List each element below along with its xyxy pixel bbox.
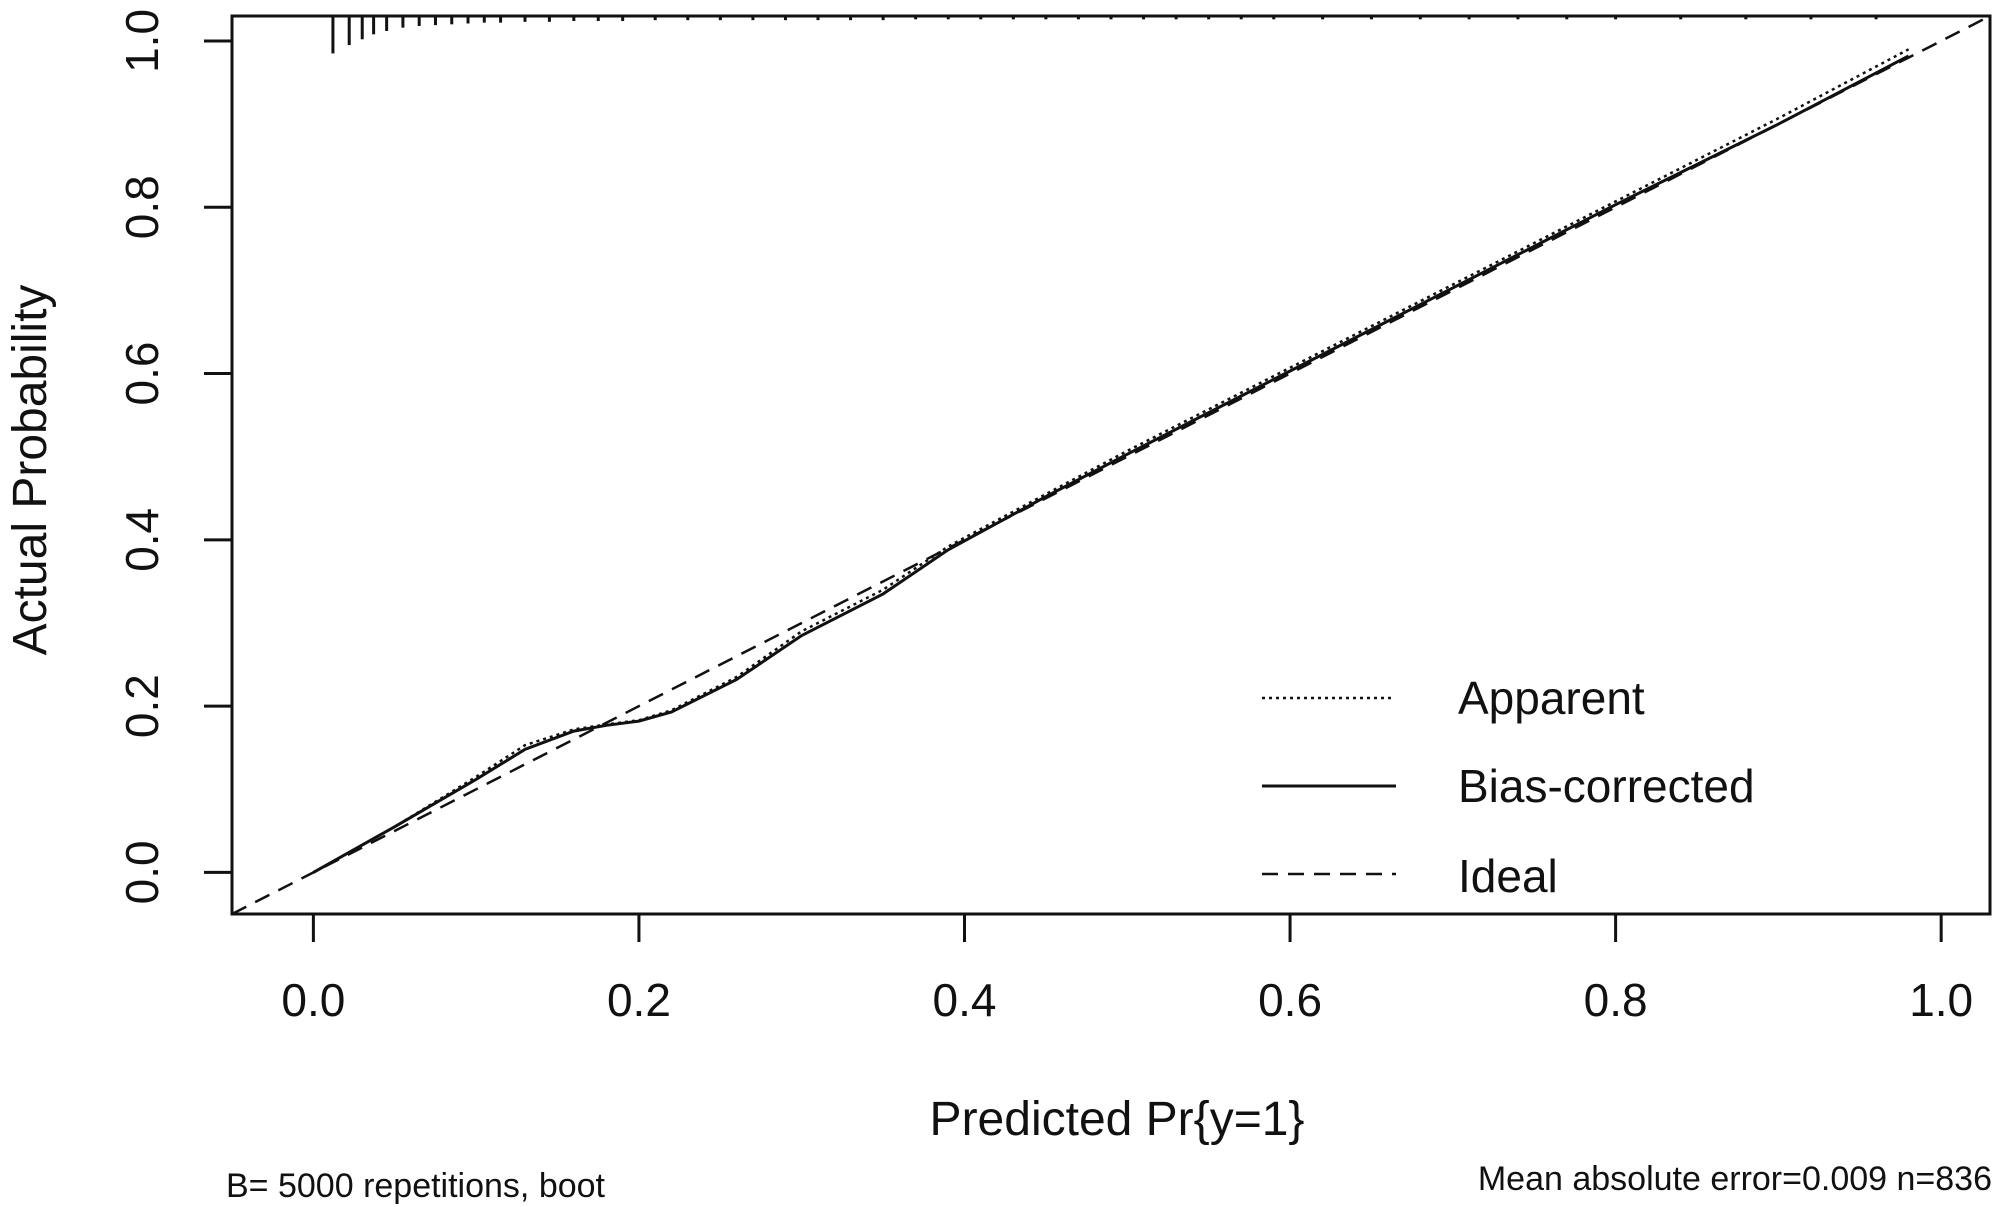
x-tick-label: 0.0 <box>281 974 345 1026</box>
y-tick-label: 0.6 <box>116 342 168 406</box>
y-tick-label: 0.4 <box>116 508 168 572</box>
footer-left: B= 5000 repetitions, boot <box>226 1167 606 1205</box>
legend-apparent-label: Apparent <box>1458 672 1645 724</box>
x-tick-label: 0.8 <box>1584 974 1648 1026</box>
footer-right: Mean absolute error=0.009 n=836 <box>1478 1160 1992 1198</box>
rug-marks <box>331 16 1878 54</box>
x-tick-label: 1.0 <box>1909 974 1973 1026</box>
y-tick-label: 0.0 <box>116 840 168 904</box>
x-axis-label: Predicted Pr{y=1} <box>930 1093 1305 1146</box>
y-tick-label: 0.8 <box>116 175 168 239</box>
bias-corrected-series <box>312 54 1910 874</box>
apparent-line <box>312 48 1910 874</box>
bias-corrected-line <box>312 54 1910 874</box>
x-tick-label: 0.4 <box>933 974 997 1026</box>
y-tick-label: 0.2 <box>116 674 168 738</box>
y-axis: 0.0 0.2 0.4 0.6 0.8 1.0 <box>116 9 234 904</box>
legend: Apparent Bias-corrected Ideal <box>1262 672 1755 902</box>
y-axis-label: Actual Probability <box>4 285 57 656</box>
y-tick-label: 1.0 <box>116 9 168 73</box>
x-tick-label: 0.2 <box>607 974 671 1026</box>
x-tick-label: 0.6 <box>1258 974 1322 1026</box>
apparent-series <box>312 48 1910 874</box>
legend-bias-corrected-label: Bias-corrected <box>1458 760 1755 812</box>
x-axis: 0.0 0.2 0.4 0.6 0.8 1.0 <box>281 912 1973 1026</box>
legend-ideal-label: Ideal <box>1458 850 1558 902</box>
